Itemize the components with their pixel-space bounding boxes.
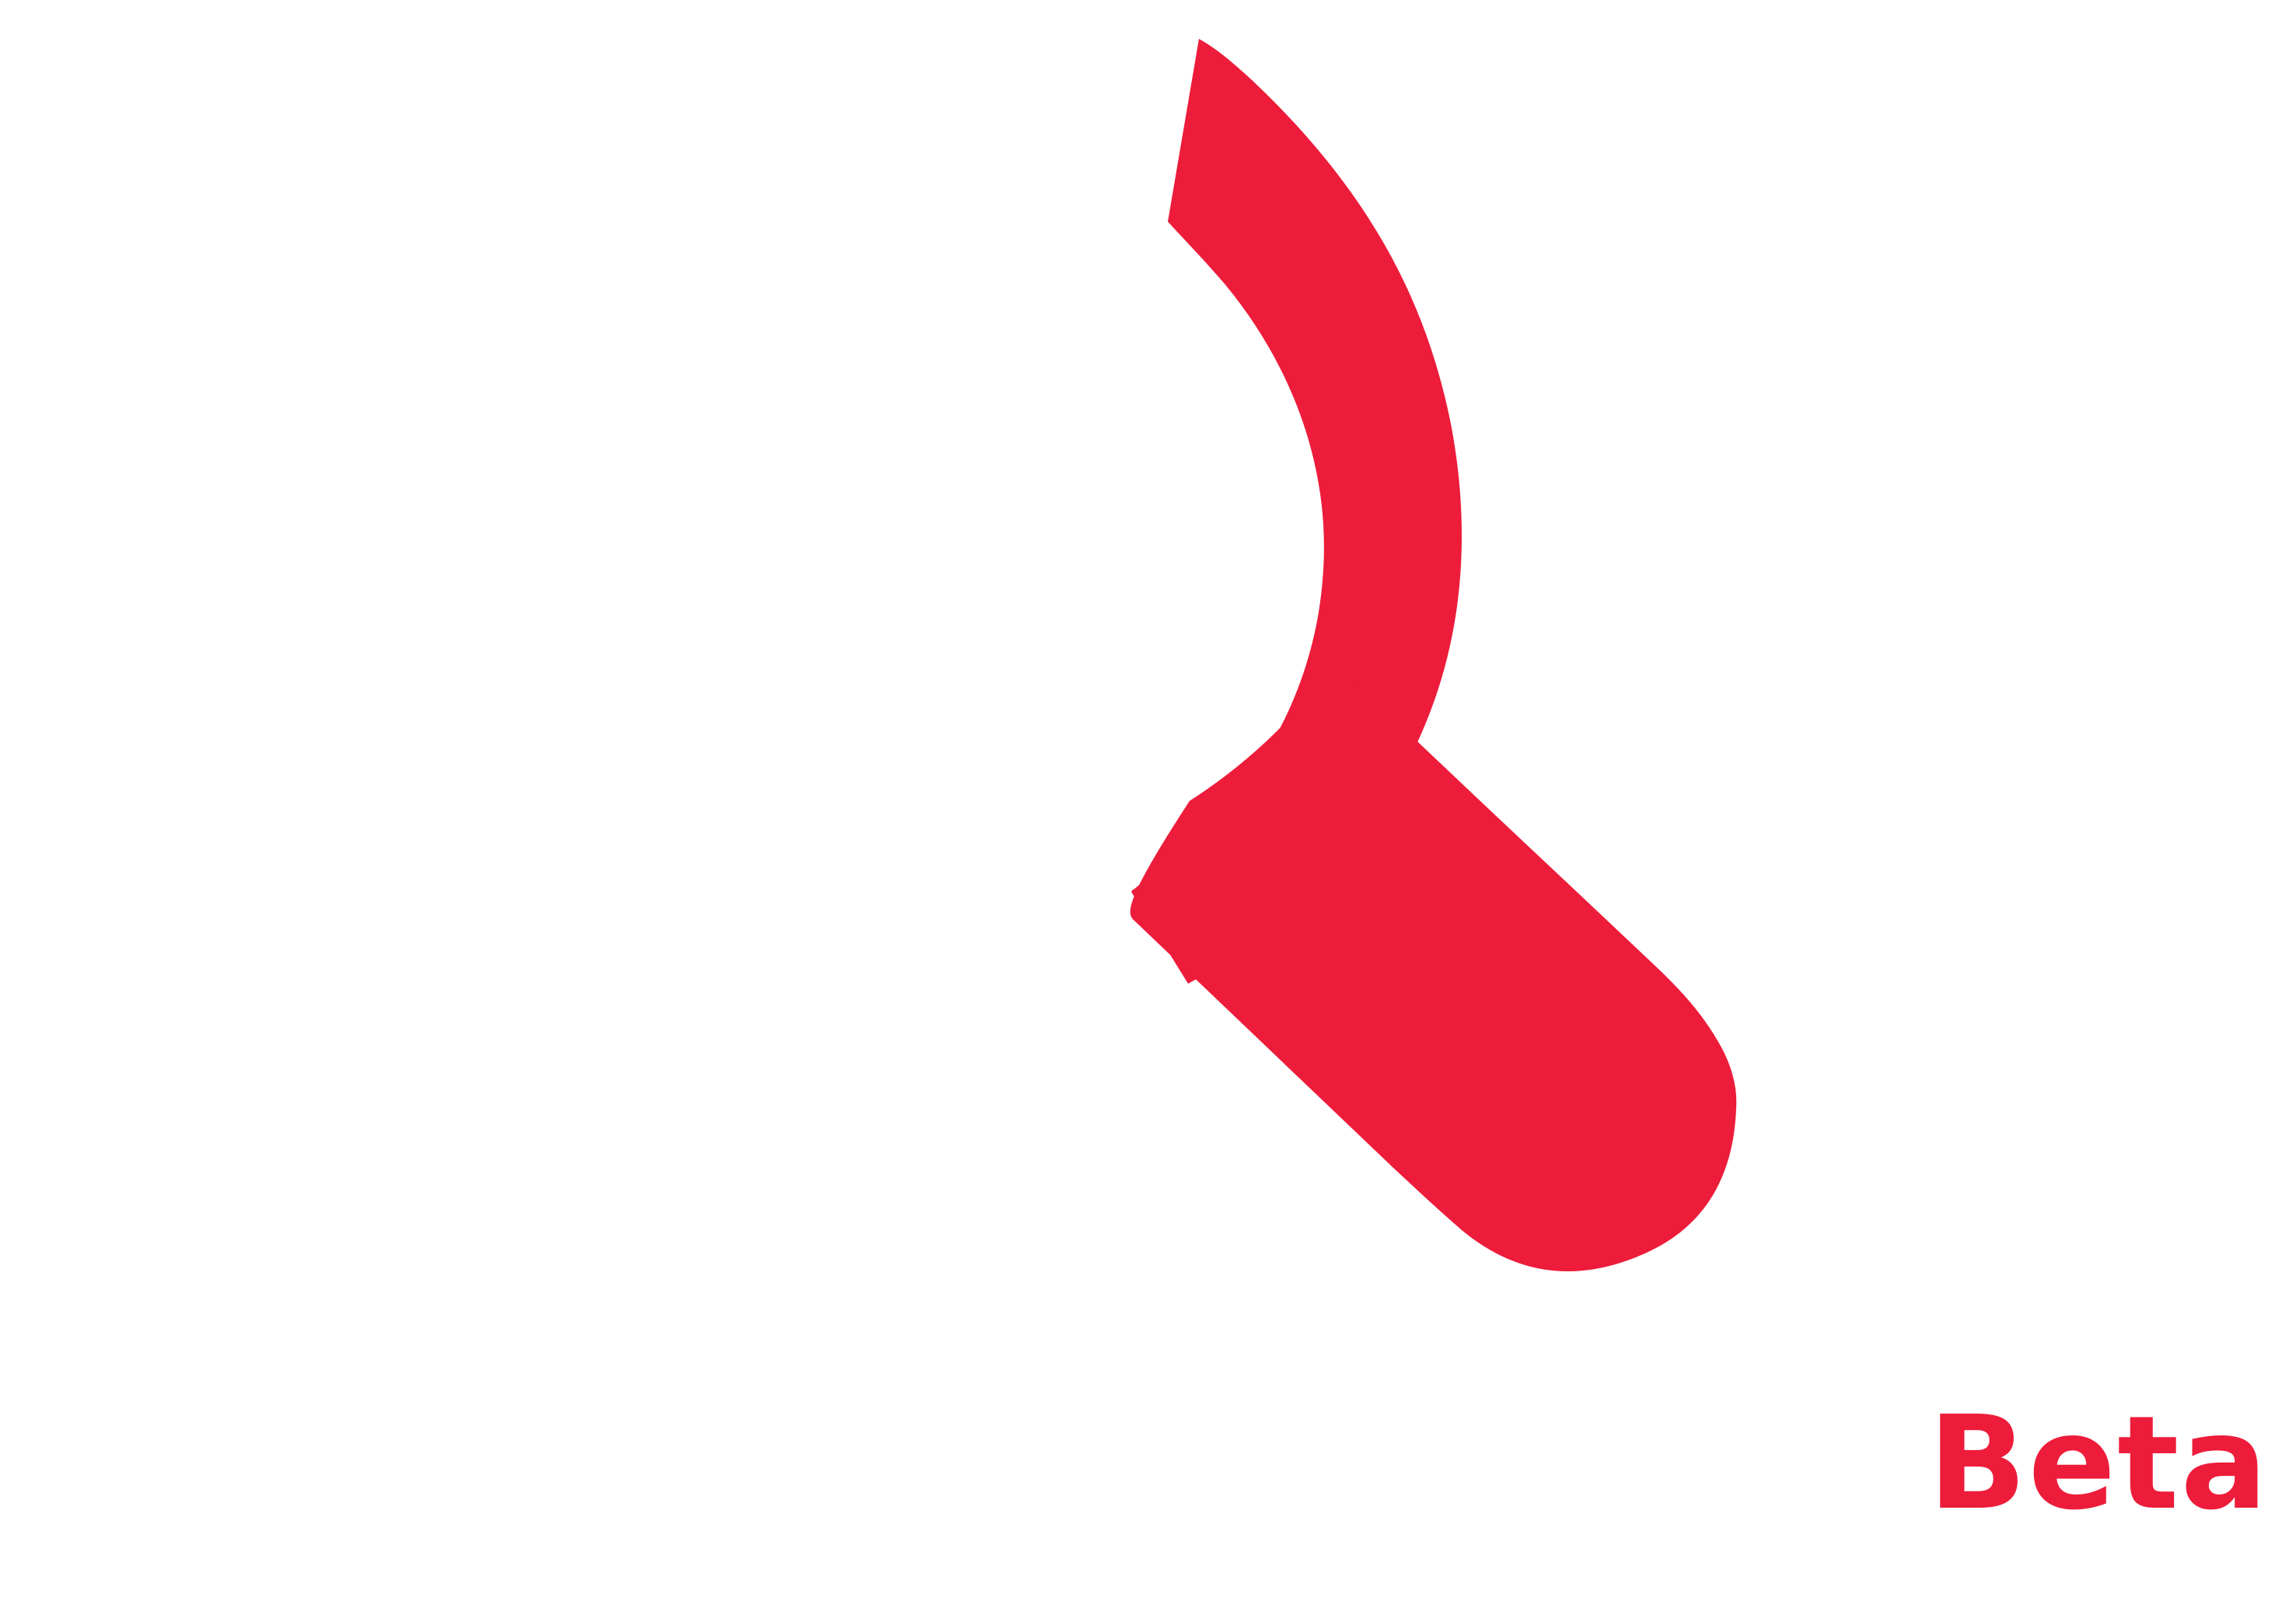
magnifier-handle xyxy=(1130,664,1737,1271)
beta-badge: Beta xyxy=(1928,1389,2270,1539)
